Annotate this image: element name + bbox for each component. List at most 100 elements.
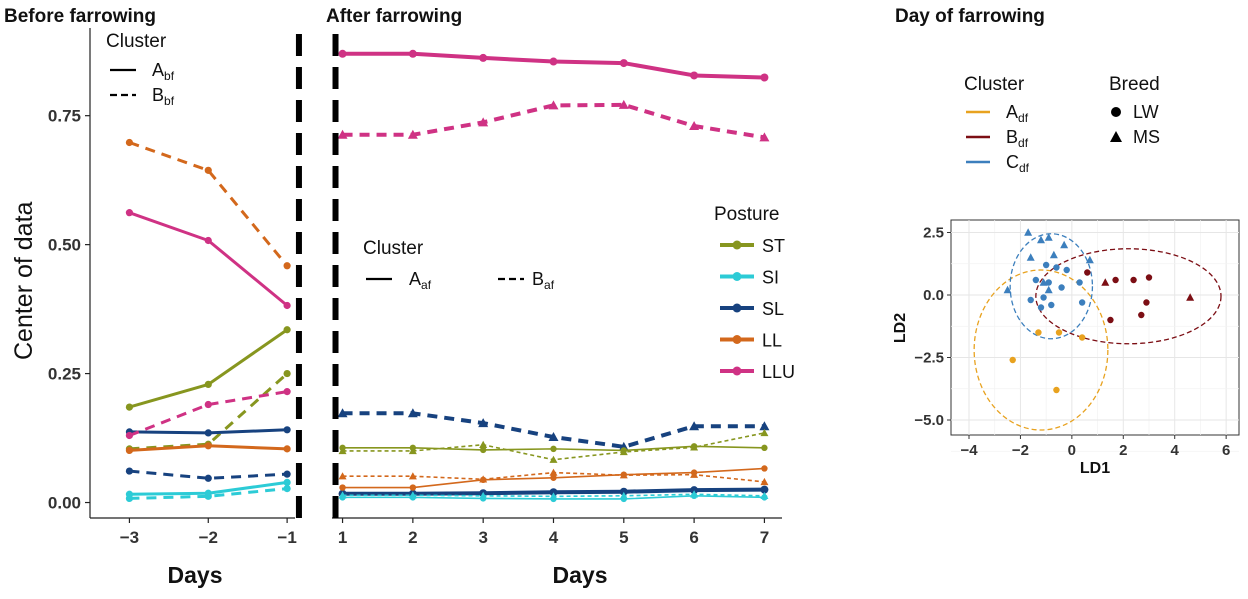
data-point-llu-aaf [549, 57, 558, 66]
legend-title: Breed [1109, 74, 1160, 95]
x-axis-label-ld1: LD1 [1080, 460, 1110, 477]
x-tick-label: 6 [689, 528, 698, 547]
scatter-point-adf-lw [1035, 329, 1042, 336]
data-point-st-aaf [550, 445, 557, 453]
data-point-si-baf [619, 491, 628, 500]
before-farrowing-title: Before farrowing [4, 6, 156, 27]
y-tick-label: 2.5 [923, 225, 944, 242]
y-tick-label: −2.5 [914, 350, 944, 367]
data-point-llu-baf [759, 132, 770, 142]
data-point-st-abf [283, 326, 291, 334]
ellipse-adf [973, 269, 1109, 431]
y-tick-label: −5.0 [914, 412, 944, 429]
data-point-si-baf [549, 492, 558, 500]
data-point-sl-bbf [204, 474, 212, 482]
data-point-st-baf [479, 440, 488, 448]
data-point-sl-aaf [690, 486, 699, 495]
x-tick-label: 2 [408, 528, 417, 547]
data-point-sl-baf [337, 408, 348, 418]
data-point-ll-abf [125, 446, 134, 455]
data-point-llu-aaf [619, 59, 628, 68]
scatter-point-cdf-lw [1037, 304, 1045, 311]
scatter-point-bdf-lw [1138, 311, 1145, 319]
legend-item-a-bf: Abf [152, 60, 175, 83]
data-point-st-bbf [283, 369, 291, 378]
data-point-sl-baf [548, 432, 559, 442]
scatter-point-bdf-ms [1101, 278, 1110, 286]
scatter-point-bdf-lw [1112, 276, 1119, 284]
legend-item-llu: LLU [762, 362, 795, 382]
data-point-llu-baf [689, 121, 700, 130]
data-point-st-baf [619, 447, 628, 456]
legend-key-dot-si [732, 272, 742, 281]
x-tick-label: 5 [619, 528, 628, 547]
data-point-st-aaf [479, 446, 487, 454]
data-point-llu-aaf [408, 49, 417, 58]
x-tick-label: 0 [1068, 442, 1076, 459]
legend-item-adf: Adf [1006, 102, 1029, 125]
data-point-si-baf [690, 490, 699, 498]
data-point-llu-baf [618, 99, 629, 109]
scatter-point-adf-lw [1009, 356, 1016, 364]
data-point-st-abf [204, 380, 212, 389]
legend-item-ll: LL [762, 331, 782, 351]
legend-item-lw: LW [1133, 102, 1159, 122]
x-tick-label: −3 [120, 528, 139, 547]
scatter-point-cdf-lw [1063, 266, 1070, 274]
y-tick-label: 0.50 [48, 236, 81, 255]
data-point-ll-abf [283, 445, 291, 453]
x-axis-label-after: Days [553, 562, 608, 588]
scatter-point-cdf-lw [1032, 276, 1040, 284]
data-point-llu-baf [548, 100, 559, 110]
data-point-ll-baf [619, 471, 628, 479]
y-axis-label-ld2: LD2 [892, 313, 909, 343]
scatter-point-cdf-ms [1037, 235, 1045, 244]
legend-item-si: SI [762, 268, 779, 288]
series-line-llu-baf [342, 102, 765, 140]
scatter-point-cdf-lw [1053, 264, 1060, 271]
data-point-ll-baf [690, 470, 699, 478]
data-point-si-bbf [283, 485, 291, 493]
x-tick-label: 7 [760, 528, 769, 547]
data-point-st-baf [408, 446, 417, 455]
after-farrowing-panel: After farrowing 1 2 3 4 5 6 7 Days Cluster Aaf… [326, 6, 795, 588]
legend-item-b-af: Baf [532, 269, 555, 292]
x-tick-label: 1 [338, 528, 347, 547]
data-point-si-baf [479, 491, 488, 500]
scatter-point-cdf-ms [1026, 253, 1035, 261]
scatter-plot-area [950, 219, 1240, 436]
data-point-ll-bbf [204, 166, 212, 174]
scatter-point-cdf-lw [1078, 299, 1086, 306]
series-line-llu-bbf [128, 390, 288, 437]
legend-title: Cluster [964, 74, 1025, 95]
scatter-point-cdf-ms [1060, 240, 1069, 249]
data-point-llu-aaf [479, 53, 488, 62]
data-point-llu-aaf [760, 73, 769, 82]
legend-item-sl: SL [762, 299, 784, 319]
data-point-sl-bbf [125, 467, 134, 475]
scatter-point-adf-lw [1055, 329, 1063, 336]
scatter-point-bdf-lw [1130, 276, 1137, 284]
data-point-sl-baf [407, 408, 418, 418]
y-tick-label: 0.75 [48, 107, 81, 126]
legend-item-cdf: Cdf [1006, 152, 1030, 175]
data-point-st-baf [338, 446, 347, 455]
x-axis-label-before: Days [168, 562, 223, 588]
scatter-point-bdf-ms [1186, 293, 1195, 301]
x-tick-label: 6 [1222, 442, 1230, 459]
data-point-sl-abf [204, 429, 212, 437]
legend-item-a-af: Aaf [409, 269, 432, 292]
legend-title: Posture [714, 204, 779, 225]
y-axis-label: Center of data [10, 201, 38, 360]
data-point-si-baf [408, 491, 417, 499]
legend-item-st: ST [762, 236, 785, 256]
legend-key-dot-llu [732, 366, 742, 376]
scatter-point-cdf-ms [1044, 233, 1053, 241]
scatter-point-cdf-lw [1076, 279, 1083, 286]
scatter-point-cdf-ms [1024, 228, 1033, 236]
x-tick-label: −2 [199, 528, 218, 547]
x-tick-label: −2 [1012, 442, 1029, 459]
data-point-llu-bbf [125, 431, 134, 440]
data-point-sl-aaf [760, 485, 769, 494]
series-line-sl-bbf [129, 469, 288, 480]
